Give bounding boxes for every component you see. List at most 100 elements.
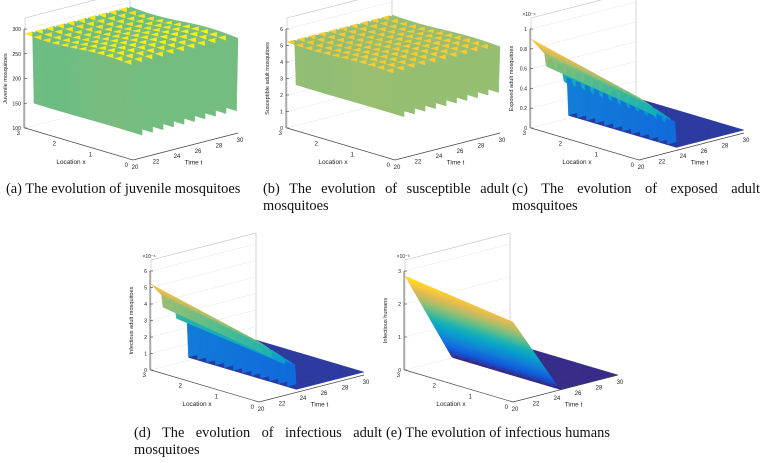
time-axis [394, 132, 501, 161]
time-tick-label: 26 [701, 149, 708, 155]
surface-facet [468, 48, 480, 99]
time-tick-label: 30 [499, 138, 506, 144]
z-tick-label: 1 [280, 110, 283, 116]
location-axis [150, 369, 260, 403]
z-tick-label: 3 [280, 77, 283, 83]
back-edge [150, 232, 257, 261]
location-tick-label: 2 [179, 384, 183, 390]
surface-plot-susceptible: 0 1 2 3 4 5 6 20 22 24 26 28 30 0 1 2 3 Time t Location x S… [265, 0, 506, 171]
z-tick-label: 0.6 [520, 67, 527, 73]
time-tick-label: 24 [436, 154, 443, 160]
surface-facet [206, 39, 218, 117]
time-tick-label: 30 [743, 138, 750, 144]
time-tick-label: 28 [596, 385, 603, 391]
location-tick-label: 2 [559, 142, 563, 148]
surface-facet [227, 34, 239, 112]
z-tick-label: 4 [280, 60, 283, 66]
location-tick-label: 2 [433, 384, 437, 390]
location-tick-label: 2 [315, 142, 319, 148]
caption-b: (b) The evolution of susceptible adult m… [263, 181, 509, 214]
surface-facet [415, 62, 427, 112]
caption-a: (a) The evolution of juvenile mosquitoes [6, 181, 241, 197]
back-edge [404, 232, 511, 261]
grid-line [530, 1, 637, 30]
z-tick-label: 3 [144, 319, 147, 325]
z-tick-label: 1 [144, 352, 147, 358]
time-tick-label: 20 [258, 407, 265, 413]
surface-facet [478, 45, 490, 96]
location-axis [286, 127, 396, 161]
grid-line [150, 293, 257, 321]
location-tick-label: 1 [89, 152, 93, 158]
back-edge [286, 0, 359, 19]
z-tick-label: 5 [144, 286, 147, 292]
location-tick-label: 0 [251, 405, 255, 411]
z-tick-label: 2 [398, 302, 401, 308]
time-tick-label: 24 [174, 154, 181, 160]
panel-d-group: 0 1 2 3 4 5 6 ×10⁻⁶ 20 22 24 26 28 30 0 1 2 3 Time t Locati… [129, 232, 370, 413]
time-axis-label: Time t [691, 160, 709, 167]
time-tick-label: 20 [638, 165, 645, 171]
surface-facet [394, 67, 406, 117]
surface-facet [132, 58, 144, 136]
z-tick-label: 0.8 [520, 47, 527, 53]
z-tick-label: 100 [12, 126, 21, 132]
z-tick-label: 0.4 [520, 86, 527, 92]
z-axis-label: Juvenile mosquitoes [3, 53, 9, 104]
location-tick-label: 3 [523, 131, 527, 137]
location-tick-label: 2 [53, 142, 57, 148]
time-axis [258, 374, 365, 403]
time-tick-label: 22 [415, 160, 422, 166]
z-tick-label: 4 [144, 302, 147, 308]
surface-plot-infectious-humans: 0 1 2 3 ×10⁻³ 20 22 24 26 28 30 0 1 2 3 Time t Location … [383, 232, 624, 413]
time-tick-label: 24 [680, 154, 687, 160]
z-multiplier: ×10⁻⁶ [142, 254, 155, 260]
caption-c: (c) The evolution of exposed adult mosqu… [512, 181, 760, 214]
time-axis [132, 132, 239, 161]
surface-facet [426, 59, 438, 109]
time-tick-label: 26 [195, 149, 202, 155]
surface-facet [457, 51, 469, 101]
location-axis-label: Location x [562, 159, 592, 166]
z-tick-label: 1 [398, 335, 401, 341]
z-tick-label: 6 [144, 269, 147, 275]
z-tick-label: 3 [398, 269, 401, 275]
z-tick-label: 200 [12, 77, 21, 83]
surface-facet [732, 127, 745, 131]
time-axis [638, 132, 745, 161]
z-tick-label: 2 [280, 93, 283, 99]
z-axis-label: Susceptible adult mosquitoes [265, 42, 271, 115]
time-tick-label: 24 [300, 396, 307, 402]
z-tick-label: 0 [524, 126, 527, 132]
z-tick-label: 300 [12, 27, 21, 33]
location-tick-label: 0 [505, 405, 509, 411]
time-tick-label: 20 [394, 165, 401, 171]
time-axis [512, 374, 619, 403]
back-edge [24, 0, 97, 19]
z-tick-label: 250 [12, 52, 21, 58]
surface-facet [174, 47, 186, 125]
location-tick-label: 3 [397, 373, 401, 379]
surface-plot-infectious-adult: 0 1 2 3 4 5 6 ×10⁻⁶ 20 22 24 26 28 30 0 1 2 3 Time t Locati… [129, 232, 370, 413]
back-edge [530, 0, 603, 19]
surface-facet [352, 369, 365, 373]
grid-line [150, 260, 257, 288]
location-axis-label: Location x [182, 401, 212, 408]
time-tick-label: 22 [533, 402, 540, 408]
location-tick-label: 1 [215, 394, 219, 400]
panel-c-group: 0 0.2 0.4 0.6 0.8 1 ×10⁻⁴ 20 22 24 26 28 30 0 1 2 3 Time … [509, 0, 750, 171]
z-multiplier: ×10⁻³ [397, 254, 410, 260]
surface-facet [447, 53, 459, 104]
z-tick-label: 0 [398, 368, 401, 374]
time-axis-label: Time t [311, 402, 329, 409]
location-axis-label: Location x [56, 159, 86, 166]
location-tick-label: 1 [469, 394, 473, 400]
time-tick-label: 20 [132, 165, 139, 171]
surface-facet [143, 56, 155, 133]
time-tick-label: 22 [279, 402, 286, 408]
surface-facet [216, 37, 228, 114]
time-tick-label: 30 [237, 138, 244, 144]
time-axis-label: Time t [565, 402, 583, 409]
